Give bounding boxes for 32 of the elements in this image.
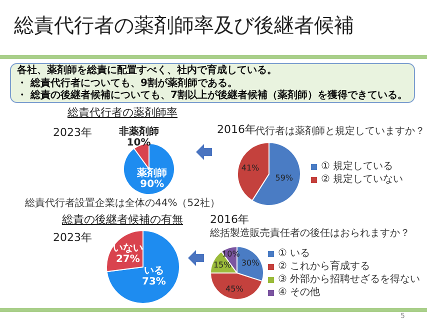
data-label: 27% [116, 254, 140, 265]
chart-title: 総責の後継者候補の有無 [62, 213, 183, 226]
legend-label: ② 規定していない [321, 173, 404, 186]
legend-label: ③ 外部から招聘せざるを得ない [278, 273, 420, 286]
slice-label: いる [144, 266, 164, 277]
data-label: 30% [241, 258, 260, 268]
data-label: 10% [126, 138, 151, 149]
text: ・ 総責の後継者候補についても、7割以上が後継者候補（薬剤師）を獲得できている。 [17, 90, 408, 102]
chart-title: 総責代行者の薬剤師率 [66, 105, 178, 120]
text: ・ 総責代行者についても、9割が薬剤師である。 [17, 78, 238, 90]
legend-label: ① 規定している [321, 160, 394, 173]
slice-label: 薬剤師 [136, 166, 168, 179]
slice-label: いない [112, 242, 143, 254]
data-label: 45% [226, 284, 244, 294]
legend-label: ② これから育成する [278, 260, 370, 273]
chart-subtitle: 2016年 [217, 122, 256, 137]
data-label: 41% [241, 164, 260, 173]
data-label: 15% [213, 260, 232, 270]
legend-label: ① いる [278, 247, 310, 260]
data-label: 59% [275, 173, 294, 182]
data-label: 90% [140, 178, 164, 190]
chart-title: 代行者は薬剤師と規定していますか？ [255, 126, 425, 138]
text: 総責代行者の薬剤師率及び後継者候補 [14, 12, 354, 39]
chart-subtitle: 2023年 [53, 230, 92, 245]
chart-title: 総括製造販売責任者の後任はおられますか？ [210, 226, 410, 240]
data-label: 73% [142, 276, 166, 288]
chart-subtitle: 2016年 [210, 212, 249, 227]
chart-subtitle: 2023年 [53, 125, 92, 140]
slice-label: 非薬剤師 [118, 126, 159, 138]
text: 総責代行者設置企業は全体の44%（52社） [25, 196, 220, 210]
legend-label: ④ その他 [278, 286, 320, 299]
text: 各社、薬剤師を総責に配置すべく、社内で育成している。 [17, 65, 278, 77]
